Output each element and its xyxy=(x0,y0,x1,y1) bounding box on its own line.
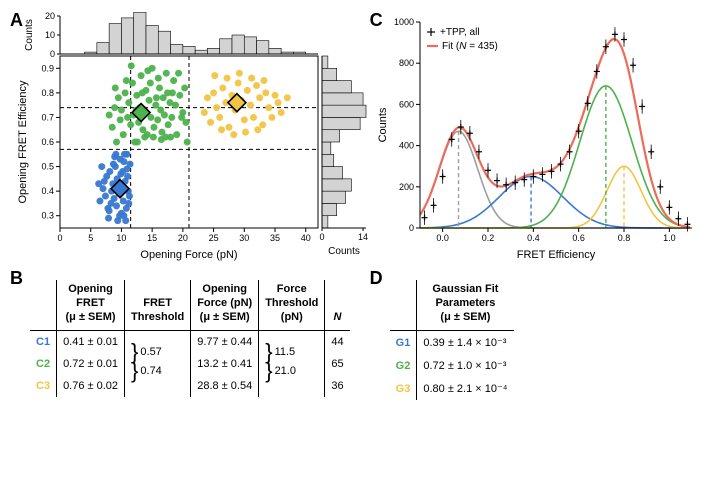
fit-param-cell: 0.72 ± 1.0 × 10⁻³ xyxy=(417,354,514,377)
table-header: FRETThreshold xyxy=(125,280,191,331)
svg-text:10: 10 xyxy=(116,233,126,243)
svg-text:0: 0 xyxy=(319,232,324,242)
row-id: C2 xyxy=(30,353,57,375)
fit-param-cell: 0.39 ± 1.4 × 10⁻³ xyxy=(417,331,514,355)
table-row: C10.41 ± 0.01 }0.57 }0.74 9.77 ± 0.44 }1… xyxy=(30,331,350,354)
svg-text:Opening FRET Efficiency: Opening FRET Efficiency xyxy=(17,80,29,204)
svg-text:600: 600 xyxy=(399,99,414,109)
svg-text:400: 400 xyxy=(399,141,414,151)
svg-text:14: 14 xyxy=(358,232,368,242)
svg-text:10: 10 xyxy=(45,30,55,40)
row-id: G3 xyxy=(390,377,417,400)
n-cell: 65 xyxy=(325,353,350,375)
panel-c-label: C xyxy=(370,10,383,31)
svg-text:20: 20 xyxy=(45,12,55,21)
svg-text:20: 20 xyxy=(178,233,188,243)
table-header: Gaussian FitParameters(μ ± SEM) xyxy=(417,280,514,331)
svg-text:+TPP, all: +TPP, all xyxy=(440,27,480,38)
svg-text:0.7: 0.7 xyxy=(41,112,54,122)
svg-text:Opening Force (pN): Opening Force (pN) xyxy=(140,249,237,261)
panel-c: C 0.0 0.2 0.4 0.6 0.8 1.0 0 200 400 600 800 1000 FRE… xyxy=(372,12,700,262)
panel-b-table-container: OpeningFRET(μ ± SEM)FRETThresholdOpening… xyxy=(12,280,368,397)
panel-d: D Gaussian FitParameters(μ ± SEM)G10.39 … xyxy=(372,270,700,400)
svg-text:15: 15 xyxy=(147,233,157,243)
svg-text:0.8: 0.8 xyxy=(41,88,54,98)
force-threshold-cell: }11.5 }21.0 xyxy=(259,331,325,398)
svg-text:0.3: 0.3 xyxy=(41,211,54,221)
fret-cell: 0.76 ± 0.02 xyxy=(57,375,125,397)
force-cell: 13.2 ± 0.41 xyxy=(191,353,259,375)
panel-d-table-container: Gaussian FitParameters(μ ± SEM)G10.39 ± … xyxy=(372,280,700,400)
svg-text:1.0: 1.0 xyxy=(663,233,676,243)
svg-text:0.0: 0.0 xyxy=(436,233,449,243)
svg-text:40: 40 xyxy=(301,233,311,243)
svg-text:35: 35 xyxy=(270,233,280,243)
svg-text:0.2: 0.2 xyxy=(481,233,494,243)
force-cell: 9.77 ± 0.44 xyxy=(191,331,259,354)
panel-a-svg: 0 10 20 Counts 0 14 Counts 0 5 10 15 20 25 30 35 40 0.3 0… xyxy=(12,12,372,262)
svg-text:0.9: 0.9 xyxy=(41,63,54,73)
panel-a: A 0 10 20 Counts 0 14 Counts 0 5 10 15 20 25 30 35 40 0.… xyxy=(12,12,368,262)
svg-text:0: 0 xyxy=(409,223,414,233)
svg-text:30: 30 xyxy=(239,233,249,243)
panel-a-label: A xyxy=(10,10,23,31)
svg-text:0.4: 0.4 xyxy=(41,186,54,196)
table-row: G10.39 ± 1.4 × 10⁻³ xyxy=(390,331,514,355)
panel-b-label: B xyxy=(10,268,23,289)
panel-c-svg: 0.0 0.2 0.4 0.6 0.8 1.0 0 200 400 600 800 1000 FRET … xyxy=(372,12,700,262)
table-header: OpeningFRET(μ ± SEM) xyxy=(57,280,125,331)
fret-threshold-cell: }0.57 }0.74 xyxy=(125,331,191,398)
svg-text:Counts: Counts xyxy=(328,246,360,257)
table-header xyxy=(390,280,417,331)
svg-text:200: 200 xyxy=(399,182,414,192)
svg-text:0.4: 0.4 xyxy=(527,233,540,243)
svg-text:0: 0 xyxy=(57,233,62,243)
svg-text:Counts: Counts xyxy=(377,107,389,142)
svg-text:800: 800 xyxy=(399,58,414,68)
force-cell: 28.8 ± 0.54 xyxy=(191,375,259,397)
svg-text:0.5: 0.5 xyxy=(41,162,54,172)
svg-text:Counts: Counts xyxy=(24,19,35,51)
panel-d-table: Gaussian FitParameters(μ ± SEM)G10.39 ± … xyxy=(390,280,514,400)
table-header: N xyxy=(325,280,350,331)
svg-text:0: 0 xyxy=(50,49,55,59)
table-row: G30.80 ± 2.1 × 10⁻⁴ xyxy=(390,377,514,400)
svg-text:0.6: 0.6 xyxy=(41,137,54,147)
svg-text:1000: 1000 xyxy=(394,17,414,27)
fit-param-cell: 0.80 ± 2.1 × 10⁻⁴ xyxy=(417,377,514,400)
row-id: G1 xyxy=(390,331,417,355)
svg-text:25: 25 xyxy=(209,233,219,243)
svg-text:0.6: 0.6 xyxy=(572,233,585,243)
panel-d-label: D xyxy=(370,268,383,289)
n-cell: 36 xyxy=(325,375,350,397)
svg-text:5: 5 xyxy=(88,233,93,243)
table-row: G20.72 ± 1.0 × 10⁻³ xyxy=(390,354,514,377)
row-id: C3 xyxy=(30,375,57,397)
svg-text:0.8: 0.8 xyxy=(617,233,630,243)
n-cell: 44 xyxy=(325,331,350,354)
svg-text:Fit (N = 435): Fit (N = 435) xyxy=(442,41,498,52)
panel-b-table: OpeningFRET(μ ± SEM)FRETThresholdOpening… xyxy=(30,280,350,397)
panel-b: B OpeningFRET(μ ± SEM)FRETThresholdOpeni… xyxy=(12,270,368,400)
table-header xyxy=(30,280,57,331)
figure-grid: A 0 10 20 Counts 0 14 Counts 0 5 10 15 20 25 30 35 40 0.… xyxy=(12,12,696,400)
row-id: C1 xyxy=(30,331,57,354)
svg-text:FRET Efficiency: FRET Efficiency xyxy=(516,249,595,261)
fret-cell: 0.41 ± 0.01 xyxy=(57,331,125,354)
row-id: G2 xyxy=(390,354,417,377)
table-header: OpeningForce (pN)(μ ± SEM) xyxy=(191,280,259,331)
table-header: ForceThreshold(pN) xyxy=(259,280,325,331)
fret-cell: 0.72 ± 0.01 xyxy=(57,353,125,375)
